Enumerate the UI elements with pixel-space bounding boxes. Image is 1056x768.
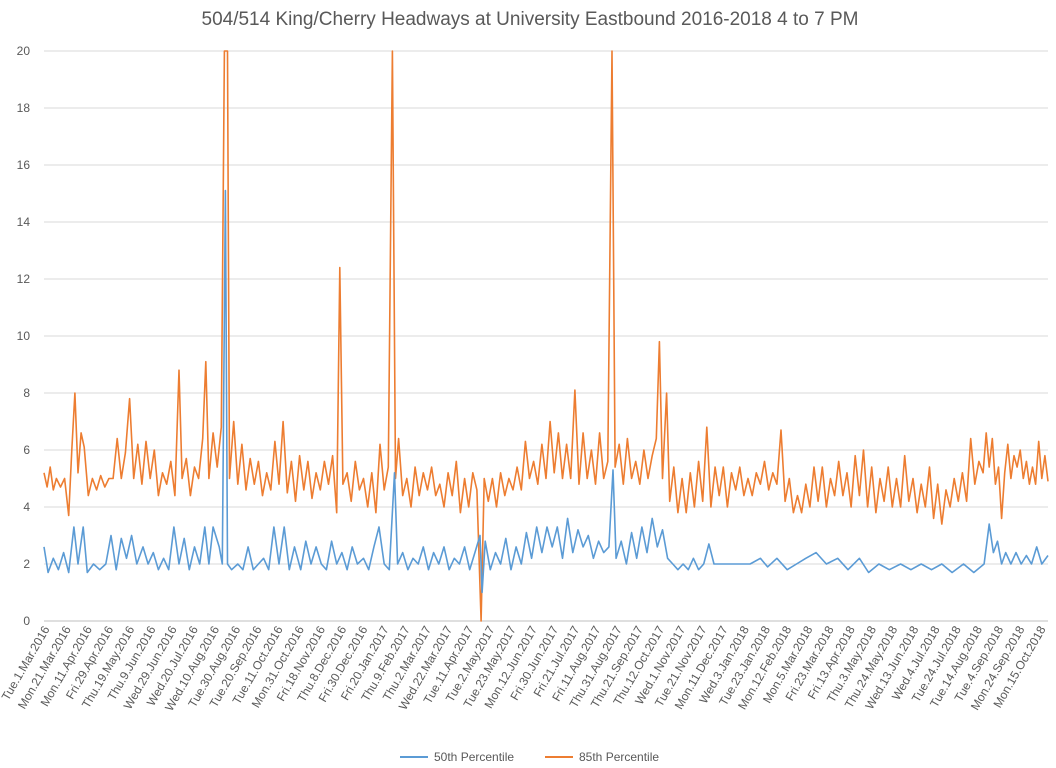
chart-title: 504/514 King/Cherry Headways at Universi…: [202, 9, 859, 30]
gridlines: [44, 50, 1048, 622]
y-tick-label: 12: [17, 272, 31, 286]
y-tick-label: 6: [23, 443, 30, 457]
y-axis-ticks: 0 2 4 6 8 10 12 14 16 18 20: [17, 44, 31, 628]
legend: 50th Percentile 85th Percentile: [400, 750, 659, 764]
x-axis-ticks: Tue.1.Mar.2016Mon.21.Mar.2016Mon.11.Apr.…: [0, 623, 1049, 713]
series-line-50th-percentile: [43, 189, 1049, 594]
y-tick-label: 20: [17, 44, 31, 58]
legend-label-50th: 50th Percentile: [434, 750, 514, 764]
series-lines: [43, 50, 1049, 622]
y-tick-label: 4: [23, 500, 30, 514]
y-tick-label: 16: [17, 158, 31, 172]
y-tick-label: 14: [17, 215, 31, 229]
y-tick-label: 8: [23, 386, 30, 400]
y-tick-label: 10: [17, 329, 31, 343]
y-tick-label: 18: [17, 101, 31, 115]
y-tick-label: 0: [23, 614, 30, 628]
series-line-85th-percentile: [43, 50, 1049, 622]
legend-label-85th: 85th Percentile: [579, 750, 659, 764]
y-tick-label: 2: [23, 557, 30, 571]
